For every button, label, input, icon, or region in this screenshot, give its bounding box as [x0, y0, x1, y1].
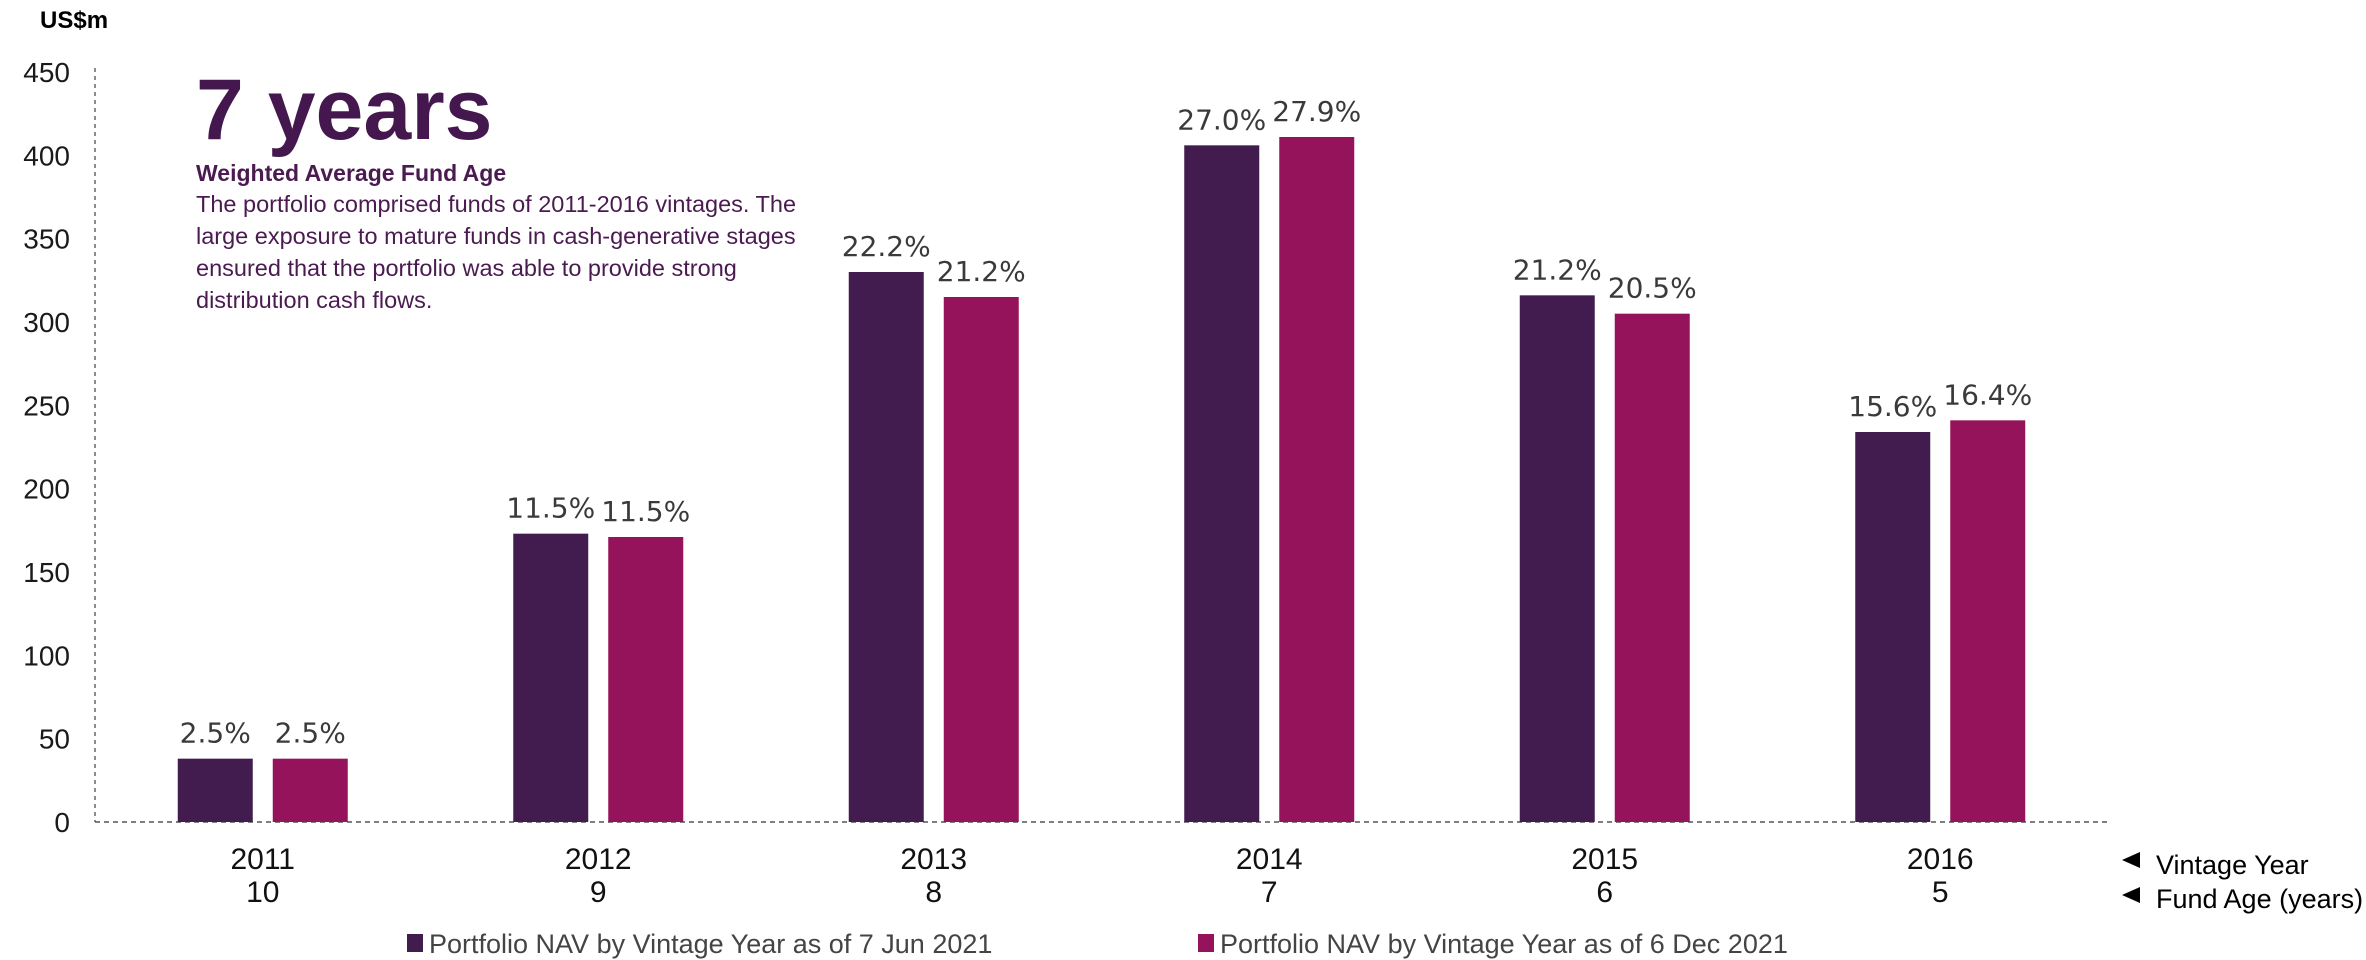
data-label-series-1-2016: 15.6%	[1848, 390, 1937, 423]
bar-series-1-2014	[1184, 145, 1260, 823]
data-label-series-2-2015: 20.5%	[1608, 272, 1697, 305]
x-tick-fund-age: 5	[1932, 876, 1949, 909]
bar-series-2-2011	[272, 758, 348, 822]
bar-series-1-2016	[1855, 432, 1931, 822]
y-tick-label: 400	[23, 140, 70, 171]
x-tick-vintage-year: 2013	[900, 843, 967, 876]
bar-series-2-2016	[1950, 420, 2026, 822]
x-tick-vintage-year: 2015	[1571, 843, 1638, 876]
data-label-series-2-2013: 21.2%	[937, 255, 1026, 288]
data-label-series-2-2012: 11.5%	[601, 495, 690, 528]
data-label-series-2-2011: 2.5%	[275, 717, 346, 750]
y-tick-label: 0	[54, 807, 70, 838]
legend-label-series-2: Portfolio NAV by Vintage Year as of 6 De…	[1220, 929, 1788, 959]
data-label-series-1-2014: 27.0%	[1177, 103, 1266, 136]
bars-group: 2.5% 2.5%11.5% 11.5%22.2%21.2%27.0% 27.9%21…	[177, 95, 2032, 823]
x-tick-fund-age: 6	[1596, 876, 1613, 909]
x-tick-fund-age: 9	[590, 876, 607, 909]
y-tick-label: 350	[23, 224, 70, 255]
fund-age-label: Fund Age (years)	[2156, 884, 2363, 914]
data-label-series-2-2016: 16.4%	[1943, 378, 2032, 411]
callout-body: The portfolio comprised funds of 2011-20…	[196, 191, 797, 313]
bar-series-2-2015	[1614, 313, 1690, 822]
x-tick-vintage-year: 2012	[565, 843, 632, 876]
x-tick-vintage-year: 2014	[1236, 843, 1303, 876]
data-label-series-1-2015: 21.2%	[1513, 253, 1602, 286]
x-tick-fund-age: 8	[925, 876, 942, 909]
bar-series-2-2013	[943, 297, 1019, 822]
x-tick-fund-age: 7	[1261, 876, 1278, 909]
y-tick-label: 300	[23, 307, 70, 338]
bar-series-1-2011	[177, 758, 253, 822]
legend-swatch-series-1	[407, 934, 423, 952]
bar-series-2-2014	[1279, 137, 1355, 822]
y-tick-label: 450	[23, 57, 70, 88]
x-tick-vintage-year: 2016	[1907, 843, 1974, 876]
x-tick-vintage-year: 2011	[230, 843, 295, 876]
y-tick-label: 200	[23, 474, 70, 505]
callout-headline: 7 years	[196, 62, 493, 158]
data-label-series-2-2014: 27.9%	[1272, 95, 1361, 128]
x-tick-fund-age: 10	[246, 876, 279, 909]
legend: Portfolio NAV by Vintage Year as of 7 Ju…	[407, 929, 1788, 959]
legend-label-series-1: Portfolio NAV by Vintage Year as of 7 Ju…	[429, 929, 992, 959]
bar-series-2-2012	[608, 537, 684, 822]
data-label-series-1-2012: 11.5%	[506, 492, 595, 525]
y-tick-label: 100	[23, 640, 70, 671]
vintage-year-arrow-icon	[2122, 852, 2140, 868]
data-label-series-1-2011: 2.5%	[180, 717, 251, 750]
y-axis-unit-label: US$m	[40, 7, 108, 34]
fund-age-arrow-icon	[2122, 887, 2140, 903]
data-label-series-1-2013: 22.2%	[842, 230, 931, 263]
fund-age-callout: 7 years Weighted Average Fund Age The po…	[196, 62, 816, 316]
bar-series-1-2012	[513, 533, 589, 822]
bar-series-1-2015	[1519, 295, 1595, 822]
bar-series-1-2013	[848, 272, 924, 822]
y-tick-label: 50	[39, 724, 70, 755]
legend-swatch-series-2	[1198, 934, 1214, 952]
callout-subtitle: Weighted Average Fund Age	[196, 160, 507, 186]
y-tick-label: 150	[23, 557, 70, 588]
y-tick-label: 250	[23, 390, 70, 421]
axis-row-key: Vintage Year Fund Age (years)	[2122, 850, 2363, 914]
vintage-year-label: Vintage Year	[2156, 850, 2309, 880]
y-axis: 0 50 100 150 200 250 300 350 400 450	[23, 57, 70, 838]
